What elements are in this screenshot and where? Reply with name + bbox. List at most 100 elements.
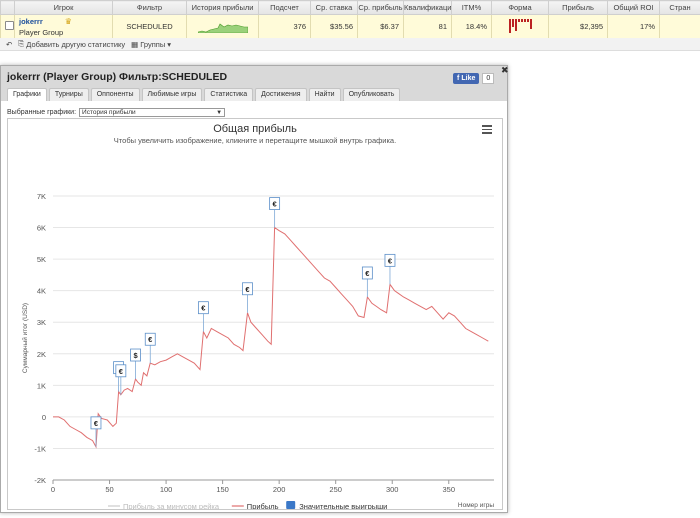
big-win-flag-label: $: [133, 351, 138, 360]
x-tick-label: 250: [329, 485, 342, 494]
big-win-flag: [144, 332, 156, 346]
avg-stake-cell: $35.56: [310, 14, 358, 39]
chart-menu-icon[interactable]: [482, 125, 492, 136]
big-win-flag: [269, 197, 281, 210]
table-header-row: Игрок Фильтр История прибыли Подсчет Ср.…: [0, 0, 700, 15]
player-cell: jokerrr ♛ Player Group: [14, 14, 113, 39]
groups-label: Группы: [140, 39, 166, 49]
big-win-flag: [130, 348, 141, 362]
modal-tabs: Графики Турниры Оппоненты Любимые игры С…: [1, 88, 507, 101]
profit-series-line: [53, 226, 489, 449]
facebook-icon: f: [457, 75, 460, 82]
y-tick-label: 7K: [37, 192, 46, 201]
tab-achievements[interactable]: Достижения: [255, 88, 307, 101]
add-stats-icon: ⎘: [18, 39, 25, 48]
big-win-flag-label: €: [148, 335, 153, 344]
close-icon[interactable]: ✖: [501, 65, 509, 75]
x-tick-label: 300: [386, 485, 399, 494]
tab-publish[interactable]: Опубликовать: [342, 88, 401, 101]
big-win-flag-label: €: [388, 256, 393, 265]
big-win-flag-label: €: [273, 200, 278, 209]
modal-title: jokerrr (Player Group) Фильтр:SCHEDULED: [7, 71, 228, 83]
add-stats-label: Добавить другую статистику: [26, 39, 126, 49]
profit-history-sparkline-cell[interactable]: [186, 14, 259, 39]
graph-select[interactable]: История прибыли ▼: [79, 108, 226, 117]
row-checkbox-cell: [0, 14, 15, 39]
tab-find[interactable]: Найти: [308, 88, 341, 101]
y-tick-label: 1K: [37, 381, 46, 390]
chevron-down-icon: ▾: [167, 39, 172, 49]
legend-label: Прибыль: [247, 502, 279, 509]
y-tick-label: 0: [42, 413, 46, 422]
y-tick-label: 2K: [37, 350, 46, 359]
legend-label: Значительные выигрыши: [299, 502, 387, 509]
graph-select-row: Выбранные графики: История прибыли ▼: [7, 108, 226, 117]
chevron-down-icon: ▼: [216, 110, 223, 116]
big-win-flag-label: €: [365, 269, 370, 278]
add-stats-button[interactable]: ⎘ Добавить другую статистику: [18, 39, 125, 49]
legend-label: Прибыль за минусом рейка: [123, 502, 220, 509]
facebook-like-button[interactable]: f Like: [453, 73, 480, 84]
count-cell: 376: [258, 14, 311, 39]
header-filter[interactable]: Фильтр: [112, 0, 187, 15]
big-win-flag-label: €: [119, 367, 124, 376]
chart-container[interactable]: Общая прибыль Чтобы увеличить изображени…: [7, 118, 503, 510]
undo-icon[interactable]: ↶: [6, 39, 13, 49]
header-country[interactable]: Стран: [659, 0, 700, 15]
player-modal: jokerrr (Player Group) Фильтр:SCHEDULED …: [0, 65, 509, 513]
groups-dropdown[interactable]: ▦ Группы ▾: [131, 40, 171, 49]
tab-favorite-games[interactable]: Любимые игры: [141, 88, 203, 101]
header-form[interactable]: Форма: [491, 0, 549, 15]
table-row[interactable]: jokerrr ♛ Player Group SCHEDULED 376 $35.…: [0, 14, 700, 39]
country-cell: [659, 14, 700, 39]
y-tick-label: 6K: [37, 224, 46, 233]
graph-select-value: История прибыли: [82, 109, 136, 116]
header-avg-profit[interactable]: Ср. прибыль: [357, 0, 404, 15]
header-avg-stake[interactable]: Ср. ставка: [310, 0, 358, 15]
y-tick-label: -1K: [34, 444, 46, 453]
y-tick-label: 3K: [37, 318, 46, 327]
tab-statistics[interactable]: Статистика: [204, 88, 254, 101]
big-win-flag-label: €: [94, 419, 99, 428]
big-win-flag: [115, 364, 127, 378]
trophy-icon: ♛: [64, 16, 72, 26]
profit-cell: $2,395: [548, 14, 608, 39]
big-win-flag: [361, 266, 373, 280]
legend-symbol: [286, 501, 296, 509]
y-tick-label: 4K: [37, 287, 46, 296]
form-bars: [508, 18, 532, 33]
x-axis-title: Номер игры: [458, 502, 494, 509]
tab-tournaments[interactable]: Турниры: [48, 88, 89, 101]
x-tick-label: 200: [273, 485, 286, 494]
chart-title: Общая прибыль: [213, 123, 297, 135]
player-link[interactable]: jokerrr: [19, 16, 43, 26]
header-profit[interactable]: Прибыль: [548, 0, 608, 15]
facebook-like-label: Like: [461, 75, 476, 82]
tab-opponents[interactable]: Оппоненты: [90, 88, 140, 101]
x-tick-label: 0: [51, 485, 55, 494]
x-tick-label: 350: [443, 485, 456, 494]
y-axis-title: Суммарный итог (USD): [21, 303, 29, 373]
chart-subtitle: Чтобы увеличить изображение, кликните и …: [113, 136, 397, 145]
header-itm[interactable]: ITM%: [451, 0, 492, 15]
big-win-flag: [384, 253, 396, 267]
header-qualification[interactable]: Квалификаци: [403, 0, 452, 15]
facebook-like-count: 0: [482, 73, 495, 84]
big-win-flag-label: €: [245, 285, 250, 294]
row-checkbox[interactable]: [5, 21, 14, 30]
tab-charts[interactable]: Графики: [7, 88, 47, 101]
x-tick-label: 150: [216, 485, 229, 494]
header-profit-history[interactable]: История прибыли: [186, 0, 259, 15]
profit-chart: -2K -1K 0 1K 2K 3K 4K 5K 6K 7K 0 50 100 150 200 250 300 3…: [21, 192, 494, 509]
header-player[interactable]: Игрок: [14, 0, 113, 15]
header-count[interactable]: Подсчет: [258, 0, 311, 15]
stats-table: Игрок Фильтр История прибыли Подсчет Ср.…: [0, 0, 700, 39]
itm-cell: 18.4%: [451, 14, 492, 39]
stats-table-area: Игрок Фильтр История прибыли Подсчет Ср.…: [0, 0, 700, 52]
x-tick-label: 50: [105, 485, 113, 494]
header-select: [0, 0, 15, 15]
header-roi[interactable]: Общий ROI: [607, 0, 660, 15]
groups-icon: ▦: [131, 39, 139, 49]
roi-cell: 17%: [607, 14, 660, 39]
graph-select-label: Выбранные графики:: [7, 109, 77, 116]
